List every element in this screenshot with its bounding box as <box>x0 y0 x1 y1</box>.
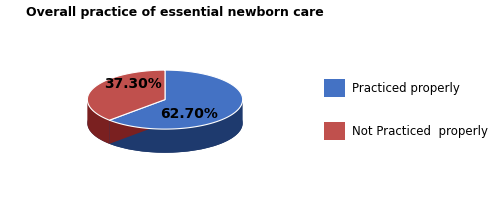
Polygon shape <box>110 100 165 144</box>
Ellipse shape <box>88 94 242 153</box>
Polygon shape <box>110 100 165 144</box>
Text: Practiced properly: Practiced properly <box>352 82 460 95</box>
Text: 62.70%: 62.70% <box>160 107 218 121</box>
Bar <box>324 79 344 97</box>
Text: 37.30%: 37.30% <box>104 77 162 91</box>
Polygon shape <box>88 100 110 144</box>
Text: Overall practice of essential newborn care: Overall practice of essential newborn ca… <box>26 6 324 19</box>
Bar <box>324 122 344 140</box>
Polygon shape <box>110 70 242 129</box>
Text: Not Practiced  properly: Not Practiced properly <box>352 125 488 138</box>
Polygon shape <box>88 70 165 120</box>
Polygon shape <box>110 100 242 153</box>
